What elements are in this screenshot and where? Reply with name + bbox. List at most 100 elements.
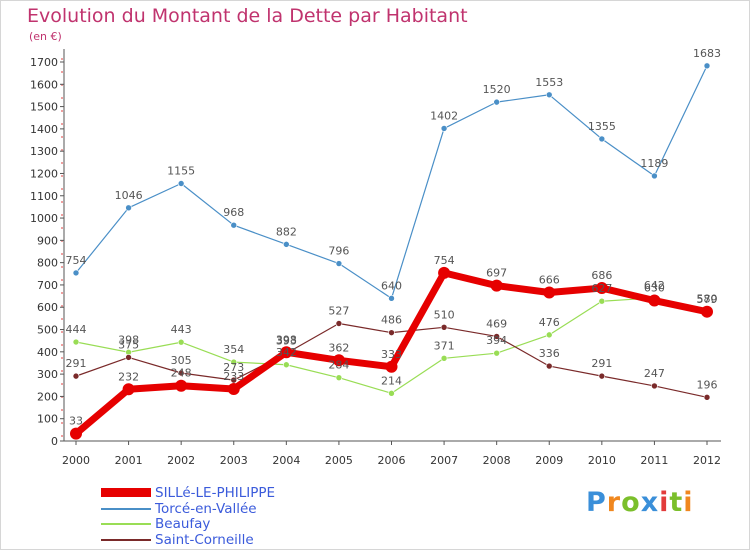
- data-label-saint-corneille: 196: [697, 378, 718, 391]
- data-point-saint-corneille: [545, 362, 553, 370]
- legend-swatch: [101, 488, 151, 497]
- data-label-beaufay: 579: [697, 293, 718, 306]
- series-line-torc-en-vall-e: [75, 65, 708, 299]
- data-label-sill-le-philippe: 333: [381, 348, 402, 361]
- chart-subtitle: (en €): [29, 30, 62, 43]
- data-label-torc-en-vall-e: 1402: [430, 109, 458, 122]
- data-label-torc-en-vall-e: 1155: [167, 165, 195, 178]
- logo-letter: o: [621, 487, 641, 518]
- x-tick-label: 2004: [272, 454, 300, 467]
- data-point-saint-corneille: [651, 382, 658, 390]
- data-point-saint-corneille: [125, 354, 132, 361]
- data-label-sill-le-philippe: 686: [591, 269, 612, 282]
- logo-letter: i: [659, 487, 670, 518]
- y-tick-label: 0: [51, 435, 58, 448]
- data-label-saint-corneille: 469: [486, 317, 507, 330]
- data-label-torc-en-vall-e: 1046: [115, 189, 143, 202]
- y-tick-label: 1300: [30, 145, 58, 158]
- data-label-torc-en-vall-e: 1520: [483, 83, 511, 96]
- data-label-beaufay: 284: [328, 359, 349, 372]
- data-point-sill-le-philippe: [595, 282, 608, 295]
- data-point-torc-en-vall-e: [230, 221, 238, 229]
- legend-item: Beaufay: [101, 516, 361, 532]
- data-label-beaufay: 342: [276, 346, 297, 359]
- data-label-saint-corneille: 291: [591, 357, 612, 370]
- data-point-torc-en-vall-e: [335, 260, 343, 267]
- data-point-beaufay: [545, 331, 553, 339]
- data-label-beaufay: 371: [434, 339, 455, 352]
- data-label-saint-corneille: 273: [223, 361, 244, 374]
- data-label-sill-le-philippe: 33: [69, 415, 83, 428]
- logo-letter: r: [606, 487, 622, 518]
- data-point-sill-le-philippe: [385, 360, 398, 373]
- data-point-torc-en-vall-e: [177, 180, 185, 187]
- data-point-sill-le-philippe: [70, 427, 82, 440]
- data-point-beaufay: [177, 338, 185, 346]
- data-point-sill-le-philippe: [175, 379, 188, 392]
- data-point-beaufay: [440, 354, 448, 362]
- axes: 0 100 200 300 400 500 600 700 800 900 1000 1100 1200…: [30, 49, 721, 467]
- y-tick-label: 900: [37, 234, 58, 247]
- data-point-torc-en-vall-e: [125, 204, 132, 212]
- x-tick-label: 2008: [483, 454, 511, 467]
- y-tick-label: 800: [37, 257, 58, 270]
- data-point-torc-en-vall-e: [388, 295, 395, 302]
- data-label-beaufay: 214: [381, 374, 402, 387]
- data-point-sill-le-philippe: [648, 294, 661, 307]
- y-tick-label: 600: [37, 301, 58, 314]
- y-tick-label: 100: [37, 413, 58, 426]
- data-label-beaufay: 443: [171, 323, 192, 336]
- data-label-saint-corneille: 510: [434, 308, 455, 321]
- data-label-saint-corneille: 305: [171, 354, 192, 367]
- x-tick-label: 2011: [640, 454, 668, 467]
- x-tick-label: 2007: [430, 454, 458, 467]
- logo-letter: x: [640, 487, 660, 518]
- data-label-saint-corneille: 247: [644, 367, 665, 380]
- data-label-saint-corneille: 336: [539, 347, 560, 360]
- data-point-beaufay: [72, 338, 80, 346]
- logo-letter: P: [586, 487, 607, 518]
- data-point-torc-en-vall-e: [72, 269, 80, 277]
- x-tick-label: 2000: [62, 454, 90, 467]
- data-label-sill-le-philippe: 580: [697, 293, 718, 306]
- y-tick-label: 1100: [30, 190, 58, 203]
- y-tick-label: 1400: [30, 123, 58, 136]
- data-label-sill-le-philippe: 233: [223, 370, 244, 383]
- data-label-sill-le-philippe: 398: [276, 333, 297, 346]
- y-tick-label: 1200: [30, 167, 58, 180]
- legend-label: Beaufay: [155, 516, 211, 532]
- data-label-sill-le-philippe: 248: [171, 367, 192, 380]
- data-label-torc-en-vall-e: 754: [66, 254, 87, 267]
- data-point-torc-en-vall-e: [598, 135, 606, 143]
- data-label-sill-le-philippe: 697: [486, 267, 507, 280]
- data-label-sill-le-philippe: 630: [644, 282, 665, 295]
- data-label-saint-corneille: 486: [381, 314, 402, 327]
- proxiti-logo: Proxiti: [586, 487, 694, 518]
- x-tick-label: 2005: [325, 454, 353, 467]
- data-labels: 754 1046 1155 968 882 796 640 1402 1520 1553 1355 1…: [66, 47, 722, 428]
- data-label-saint-corneille: 291: [66, 357, 87, 370]
- data-point-beaufay: [230, 358, 238, 366]
- data-label-saint-corneille: 393: [276, 334, 297, 347]
- legend-item: Torcé-en-Vallée: [101, 501, 361, 517]
- data-point-beaufay: [335, 374, 343, 381]
- data-point-saint-corneille: [440, 323, 448, 331]
- data-point-beaufay: [493, 349, 500, 357]
- x-tick-label: 2002: [167, 454, 195, 467]
- data-point-saint-corneille: [388, 329, 395, 336]
- data-point-sill-le-philippe: [701, 305, 713, 318]
- data-point-saint-corneille: [335, 320, 343, 327]
- x-tick-label: 2010: [588, 454, 616, 467]
- legend-label: SILLé-LE-PHILIPPE: [155, 485, 276, 501]
- y-tick-label: 500: [37, 324, 58, 337]
- data-point-saint-corneille: [703, 394, 711, 401]
- data-label-sill-le-philippe: 666: [539, 274, 560, 287]
- data-label-beaufay: 394: [486, 334, 507, 347]
- data-point-torc-en-vall-e: [493, 98, 500, 106]
- x-tick-label: 2009: [535, 454, 563, 467]
- y-tick-label: 200: [37, 390, 58, 403]
- x-tick-label: 2006: [378, 454, 406, 467]
- data-label-saint-corneille: 375: [118, 338, 139, 351]
